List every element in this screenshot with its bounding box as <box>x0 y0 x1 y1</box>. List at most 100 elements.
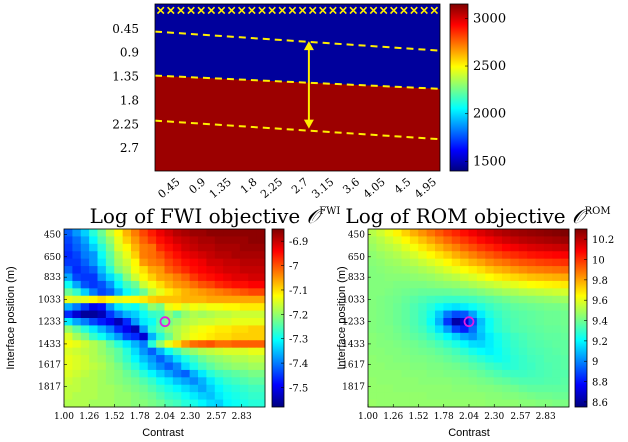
fwi-heatmap-cell <box>156 399 165 408</box>
rom-heatmap-cell <box>435 251 444 260</box>
fwi-heatmap-cell <box>105 347 115 356</box>
rom-heatmap-cell <box>493 310 503 319</box>
fwi-heatmap-cell <box>256 310 266 319</box>
fwi-heatmap-cell <box>172 236 182 245</box>
fwi-heatmap-cell <box>164 251 174 260</box>
fwi-heatmap-cell <box>189 280 199 289</box>
rom-heatmap-cell <box>409 355 419 363</box>
rom-heatmap-cell <box>460 369 469 378</box>
fwi-heatmap-cell <box>114 318 124 326</box>
fwi-heatmap-cell <box>239 325 249 334</box>
rom-y-axis-label: Interface position (m) <box>336 266 348 369</box>
rom-heatmap-cell <box>460 251 469 260</box>
fwi-heatmap-cell <box>231 229 241 237</box>
rom-heatmap-cell <box>393 325 402 334</box>
rom-heatmap-cell <box>384 258 394 267</box>
rom-heatmap-cell <box>468 251 478 260</box>
fwi-colorbar-tick-label: -7 <box>289 262 299 273</box>
fwi-heatmap-cell <box>189 288 199 297</box>
rom-panel-title: Log of ROM objective 𝒪ROM <box>345 204 610 228</box>
fwi-heatmap-cell <box>156 288 165 297</box>
receiver-x-marker <box>430 6 439 15</box>
receiver-x-marker <box>319 6 327 15</box>
fwi-heatmap-cell <box>206 355 216 363</box>
rom-heatmap-cell <box>502 392 511 400</box>
rom-heatmap-cell <box>384 355 394 363</box>
fwi-heatmap-cell <box>72 355 82 363</box>
fwi-heatmap-cell <box>189 347 199 356</box>
fwi-heatmap-cell <box>189 266 199 274</box>
fwi-y-axis-label: Interface position (m) <box>5 266 17 369</box>
model-y-tick-label: 1.8 <box>120 93 139 107</box>
fwi-heatmap-cell <box>189 295 199 304</box>
rom-heatmap-cell <box>443 369 453 378</box>
fwi-heatmap-cell <box>105 384 115 393</box>
fwi-heatmap-cell <box>131 362 140 371</box>
rom-heatmap-cell <box>493 280 503 289</box>
fwi-heatmap-cell <box>231 399 241 408</box>
fwi-x-tick-label: 1.78 <box>130 412 150 422</box>
receiver-x-marker <box>298 6 307 15</box>
rom-heatmap-cell <box>368 243 377 252</box>
rom-heatmap-cell <box>502 236 511 245</box>
rom-heatmap-cell <box>443 273 453 282</box>
rom-heatmap-cell <box>460 303 469 311</box>
fwi-heatmap-cell <box>256 362 266 371</box>
fwi-heatmap-cell <box>64 369 73 378</box>
rom-heatmap-cell <box>552 280 562 289</box>
rom-heatmap-cell <box>510 243 520 252</box>
fwi-heatmap-cell <box>256 236 266 245</box>
fwi-heatmap-cell <box>114 377 124 386</box>
fwi-heatmap-cell <box>156 251 165 260</box>
fwi-heatmap-cell <box>122 355 132 363</box>
rom-y-tick-labels: 450 650 833 1033 1233 1433 1617 1817 <box>342 231 371 393</box>
rom-heatmap-cell <box>393 251 402 260</box>
fwi-heatmap-cell <box>131 355 140 363</box>
rom-heatmap-cell <box>384 280 394 289</box>
fwi-heatmap-cell <box>223 325 232 334</box>
fwi-heatmap-cell <box>64 399 73 408</box>
rom-heatmap-cell <box>535 377 545 386</box>
fwi-heatmap-cell <box>97 273 107 282</box>
rom-heatmap-cell <box>443 340 453 349</box>
rom-heatmap-cell <box>368 332 377 341</box>
rom-heatmap-cell <box>426 280 436 289</box>
fwi-heatmap-cell <box>223 251 232 260</box>
rom-heatmap-cell <box>460 273 469 282</box>
rom-heatmap-cell <box>460 243 469 252</box>
fwi-heatmap-cell <box>97 295 107 304</box>
rom-heatmap-cell <box>409 340 419 349</box>
fwi-x-tick-label: 1.00 <box>54 412 74 422</box>
fwi-heatmap-cell <box>214 280 224 289</box>
rom-heatmap-cell <box>535 384 545 393</box>
fwi-heatmap-cell <box>206 332 216 341</box>
fwi-heatmap-cell <box>164 273 174 282</box>
fwi-heatmap-cell <box>97 251 107 260</box>
rom-heatmap-cell <box>460 355 469 363</box>
rom-heatmap-cell <box>527 340 536 349</box>
fwi-heatmap-cell <box>97 303 107 311</box>
fwi-heatmap-cell <box>89 280 98 289</box>
rom-heatmap-cell <box>560 295 570 304</box>
rom-heatmap-cell <box>527 229 536 237</box>
fwi-heatmap-cell <box>89 236 98 245</box>
rom-heatmap-cell <box>426 347 436 356</box>
rom-heatmap-cell <box>393 280 402 289</box>
rom-heatmap-cell <box>476 332 486 341</box>
rom-heatmap-cell <box>451 355 461 363</box>
fwi-heatmap-cell <box>139 340 149 349</box>
fwi-heatmap-cell <box>223 355 232 363</box>
rom-heatmap-cell <box>518 325 528 334</box>
fwi-heatmap-cell <box>131 318 140 326</box>
fwi-heatmap-cell <box>139 303 149 311</box>
rom-heatmap-cell <box>418 266 428 274</box>
fwi-heatmap-cell <box>223 332 232 341</box>
fwi-heatmap-cell <box>97 399 107 408</box>
rom-heatmap-cell <box>418 325 428 334</box>
rom-heatmap-cell <box>393 243 402 252</box>
fwi-heatmap-cell <box>198 347 207 356</box>
rom-heatmap-cell <box>527 303 536 311</box>
rom-heatmap-cell <box>435 310 444 319</box>
fwi-heatmap-cell <box>239 288 249 297</box>
fwi-heatmap-cell <box>172 332 182 341</box>
